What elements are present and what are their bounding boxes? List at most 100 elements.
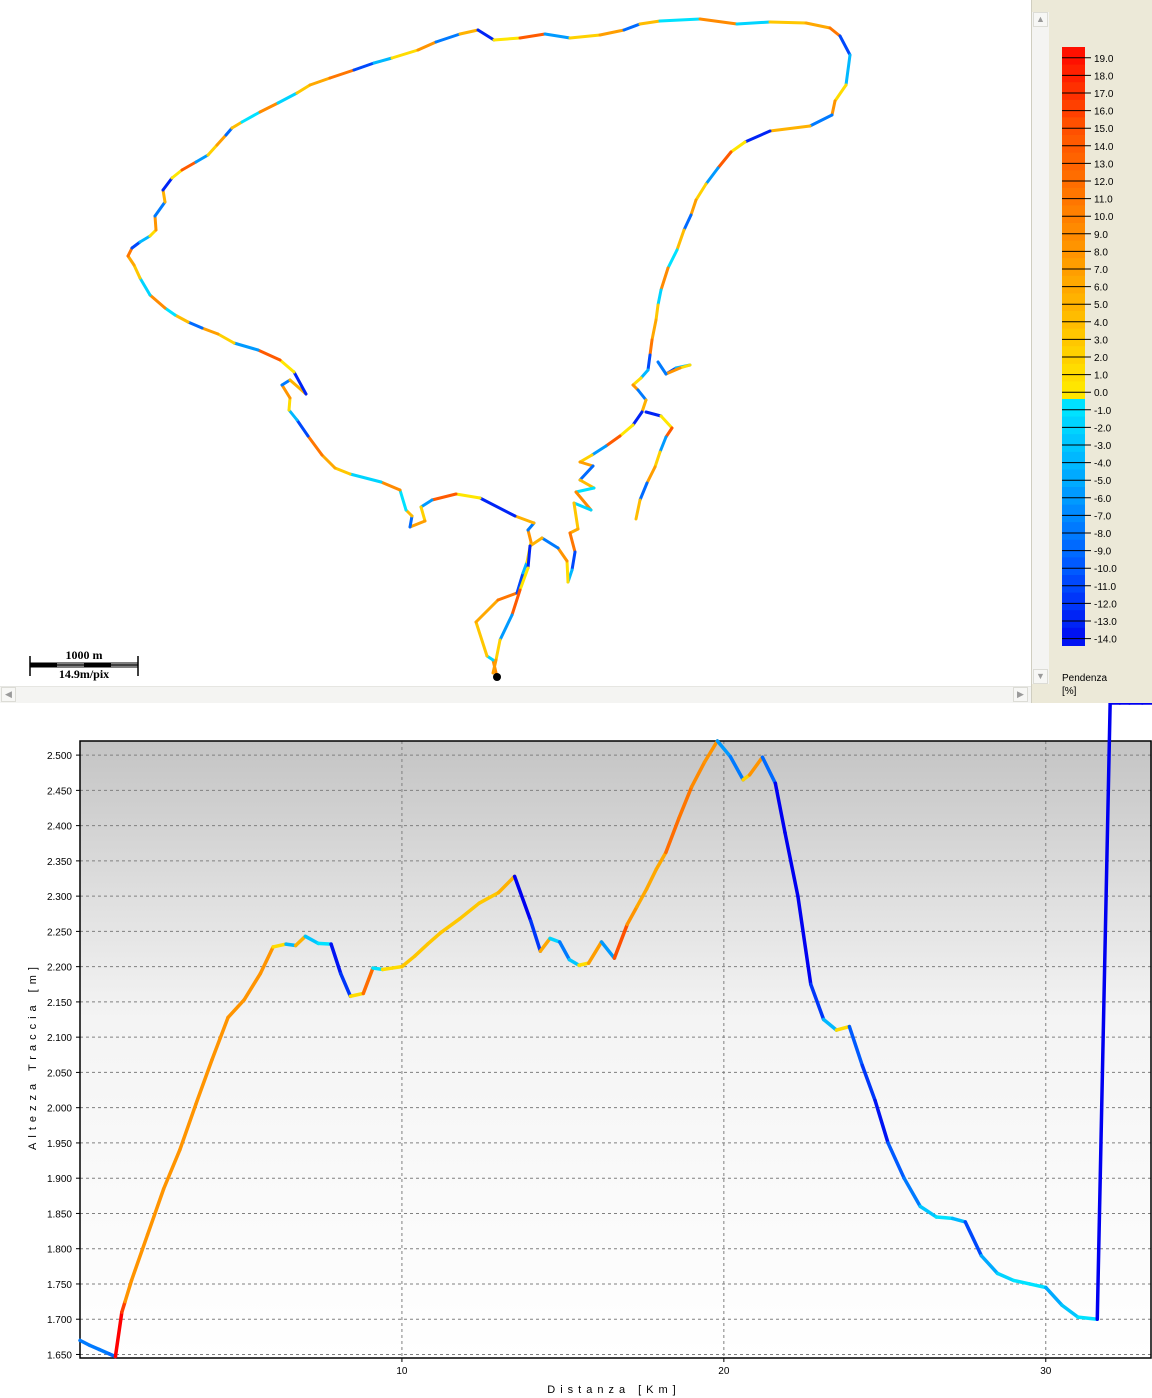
track-segment: [232, 341, 260, 352]
legend-label: 19.0: [1094, 54, 1114, 65]
track-segment: [419, 505, 427, 523]
y-tick-label: 2.000: [47, 1104, 72, 1115]
track-segment: [454, 492, 482, 500]
legend-color-swatch: [1062, 346, 1085, 365]
y-tick-label: 2.400: [47, 822, 72, 833]
track-segment: [648, 338, 654, 357]
map-horizontal-scrollbar[interactable]: ◀ ▶: [0, 686, 1031, 703]
track-segment: [292, 370, 308, 396]
track-segment: [161, 188, 167, 204]
track-segment: [333, 466, 352, 476]
profile-segment: [210, 1015, 230, 1062]
profile-segment: [194, 1057, 214, 1106]
y-tick-label: 2.450: [47, 786, 72, 797]
track-segment: [645, 465, 657, 485]
slope-legend-panel: ▲ ▼ 19.0 18.0 17.0 16.0 15.0 14.0 13.0 12.0 11.0…: [1031, 0, 1152, 703]
profile-segment: [979, 1254, 1000, 1276]
legend-vertical-scrollbar[interactable]: ▲ ▼: [1032, 12, 1049, 684]
track-segment: [328, 68, 356, 80]
profile-segment: [226, 998, 246, 1020]
legend-color-swatch: [1062, 82, 1085, 101]
legend-color-swatch: [1062, 99, 1085, 118]
legend-label: -2.0: [1094, 423, 1112, 434]
legend-color-swatch: [1062, 610, 1085, 629]
x-tick-label: 10: [396, 1366, 408, 1377]
track-segment: [682, 213, 693, 232]
legend-label: -9.0: [1094, 547, 1112, 558]
track-segment: [578, 460, 595, 468]
elevation-profile-line: [78, 703, 1152, 1359]
profile-segment: [821, 1017, 839, 1032]
profile-segment: [361, 966, 375, 996]
legend-label: 4.0: [1094, 318, 1108, 329]
track-segment: [654, 303, 660, 322]
track-segment: [186, 320, 204, 330]
scroll-left-icon[interactable]: ◀: [1, 687, 16, 702]
track-segment: [598, 28, 626, 37]
legend-label: -7.0: [1094, 511, 1112, 522]
track-segment: [224, 126, 234, 137]
track-segment: [408, 519, 427, 529]
profile-segment: [496, 874, 517, 895]
track-segment: [659, 266, 670, 292]
track-segment: [636, 388, 648, 402]
legend-color-swatch: [1062, 223, 1085, 242]
profile-segment: [612, 922, 630, 960]
track-segment: [478, 496, 517, 518]
x-axis-label: Distanza [Km]: [547, 1384, 680, 1396]
y-tick-label: 2.150: [47, 998, 72, 1009]
track-segment: [556, 546, 569, 563]
legend-color-swatch: [1062, 469, 1085, 488]
legend-label: 6.0: [1094, 283, 1108, 294]
profile-segment: [586, 940, 604, 965]
track-segment: [844, 53, 852, 87]
legend-color-swatch: [1062, 240, 1085, 259]
y-tick-label: 1.900: [47, 1174, 72, 1185]
track-segment: [828, 26, 842, 38]
profile-segment: [242, 971, 263, 1002]
legend-label: -1.0: [1094, 406, 1112, 417]
track-segment: [416, 40, 438, 52]
profile-segment: [271, 942, 288, 949]
profile-segment: [120, 1299, 127, 1314]
track-segment: [808, 113, 834, 128]
map-canvas[interactable]: 1000 m 14.9m/pix: [0, 0, 1031, 703]
elevation-chart-svg[interactable]: 1.650 1.700 1.750 1.800 1.850 1.900 1.950 2.000…: [0, 703, 1152, 1398]
profile-segment: [950, 1216, 968, 1224]
start-marker: [493, 673, 501, 681]
track-segment: [352, 61, 376, 72]
track-segment: [666, 248, 679, 270]
profile-segment: [316, 941, 333, 946]
scroll-right-icon[interactable]: ▶: [1013, 687, 1028, 702]
axes: 1.650 1.700 1.750 1.800 1.850 1.900 1.950 2.000…: [47, 740, 1152, 1377]
track-segment: [694, 182, 708, 202]
legend-unit: [%]: [1062, 686, 1077, 697]
track-segment: [528, 536, 544, 548]
scroll-down-icon[interactable]: ▼: [1033, 669, 1048, 684]
legend-label: 9.0: [1094, 230, 1108, 241]
track-segment: [574, 486, 596, 494]
track-segment: [646, 353, 652, 372]
track-segment: [348, 472, 383, 484]
legend-color-swatch: [1062, 487, 1085, 506]
scroll-up-icon[interactable]: ▲: [1033, 12, 1048, 27]
track-segment: [306, 434, 324, 457]
profile-segment: [760, 755, 778, 786]
legend-color-swatch: [1062, 170, 1085, 189]
track-segment: [515, 571, 525, 595]
track-segment: [658, 17, 702, 23]
profile-segment: [796, 894, 813, 987]
track-segment: [638, 481, 649, 502]
elevation-profile-chart[interactable]: 1.650 1.700 1.750 1.800 1.850 1.900 1.950 2.000…: [0, 703, 1152, 1398]
track-segment: [419, 498, 434, 509]
profile-segment: [963, 1220, 984, 1258]
scale-bar: 1000 m 14.9m/pix: [29, 648, 139, 681]
y-tick-label: 2.100: [47, 1033, 72, 1044]
track-map[interactable]: 1000 m 14.9m/pix ◀ ▶: [0, 0, 1031, 703]
legend-color-swatch: [1062, 205, 1085, 224]
legend-label: 16.0: [1094, 107, 1114, 118]
y-tick-label: 2.300: [47, 892, 72, 903]
track-segment: [510, 588, 522, 617]
track-segment: [526, 528, 533, 544]
legend-color-swatch: [1062, 381, 1085, 400]
